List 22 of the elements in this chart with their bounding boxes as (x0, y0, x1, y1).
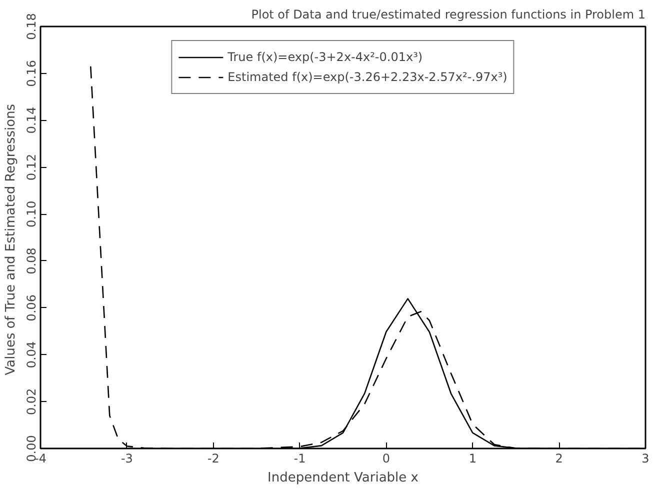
y-tick-label: 0.08 (24, 248, 38, 274)
y-tick-label: 0.02 (24, 388, 38, 415)
y-tick-label: 0.14 (24, 106, 38, 134)
y-tick-label: 0.10 (24, 200, 38, 228)
x-tick-label: -3 (120, 452, 133, 466)
x-axis-title: Independent Variable x (268, 470, 419, 486)
x-tick-label: 2 (555, 452, 563, 466)
legend-label: True f(x)=exp(-3+2x-4x²-0.01x³) (228, 50, 423, 64)
y-tick-label: 0.12 (24, 154, 38, 181)
x-tick-label: 0 (382, 452, 390, 466)
x-tick-label: -2 (207, 452, 220, 466)
legend-label: Estimated f(x)=exp(-3.26+2.23x-2.57x²-.97x³) (228, 70, 508, 84)
x-tick-label: -4 (34, 452, 46, 466)
chart-title: Plot of Data and true/estimated regression functions in Problem 1 (251, 8, 646, 22)
x-tick-label: 1 (468, 452, 476, 466)
x-tick-label: 3 (642, 452, 650, 466)
y-axis-title: Values of True and Estimated Regressions (4, 104, 18, 376)
x-tick-label: -1 (294, 452, 306, 466)
y-tick-label: 0.18 (24, 13, 38, 40)
y-tick-label: 0.16 (24, 60, 38, 87)
y-tick-label: 0.04 (24, 341, 38, 368)
y-tick-label: 0.06 (24, 294, 38, 322)
